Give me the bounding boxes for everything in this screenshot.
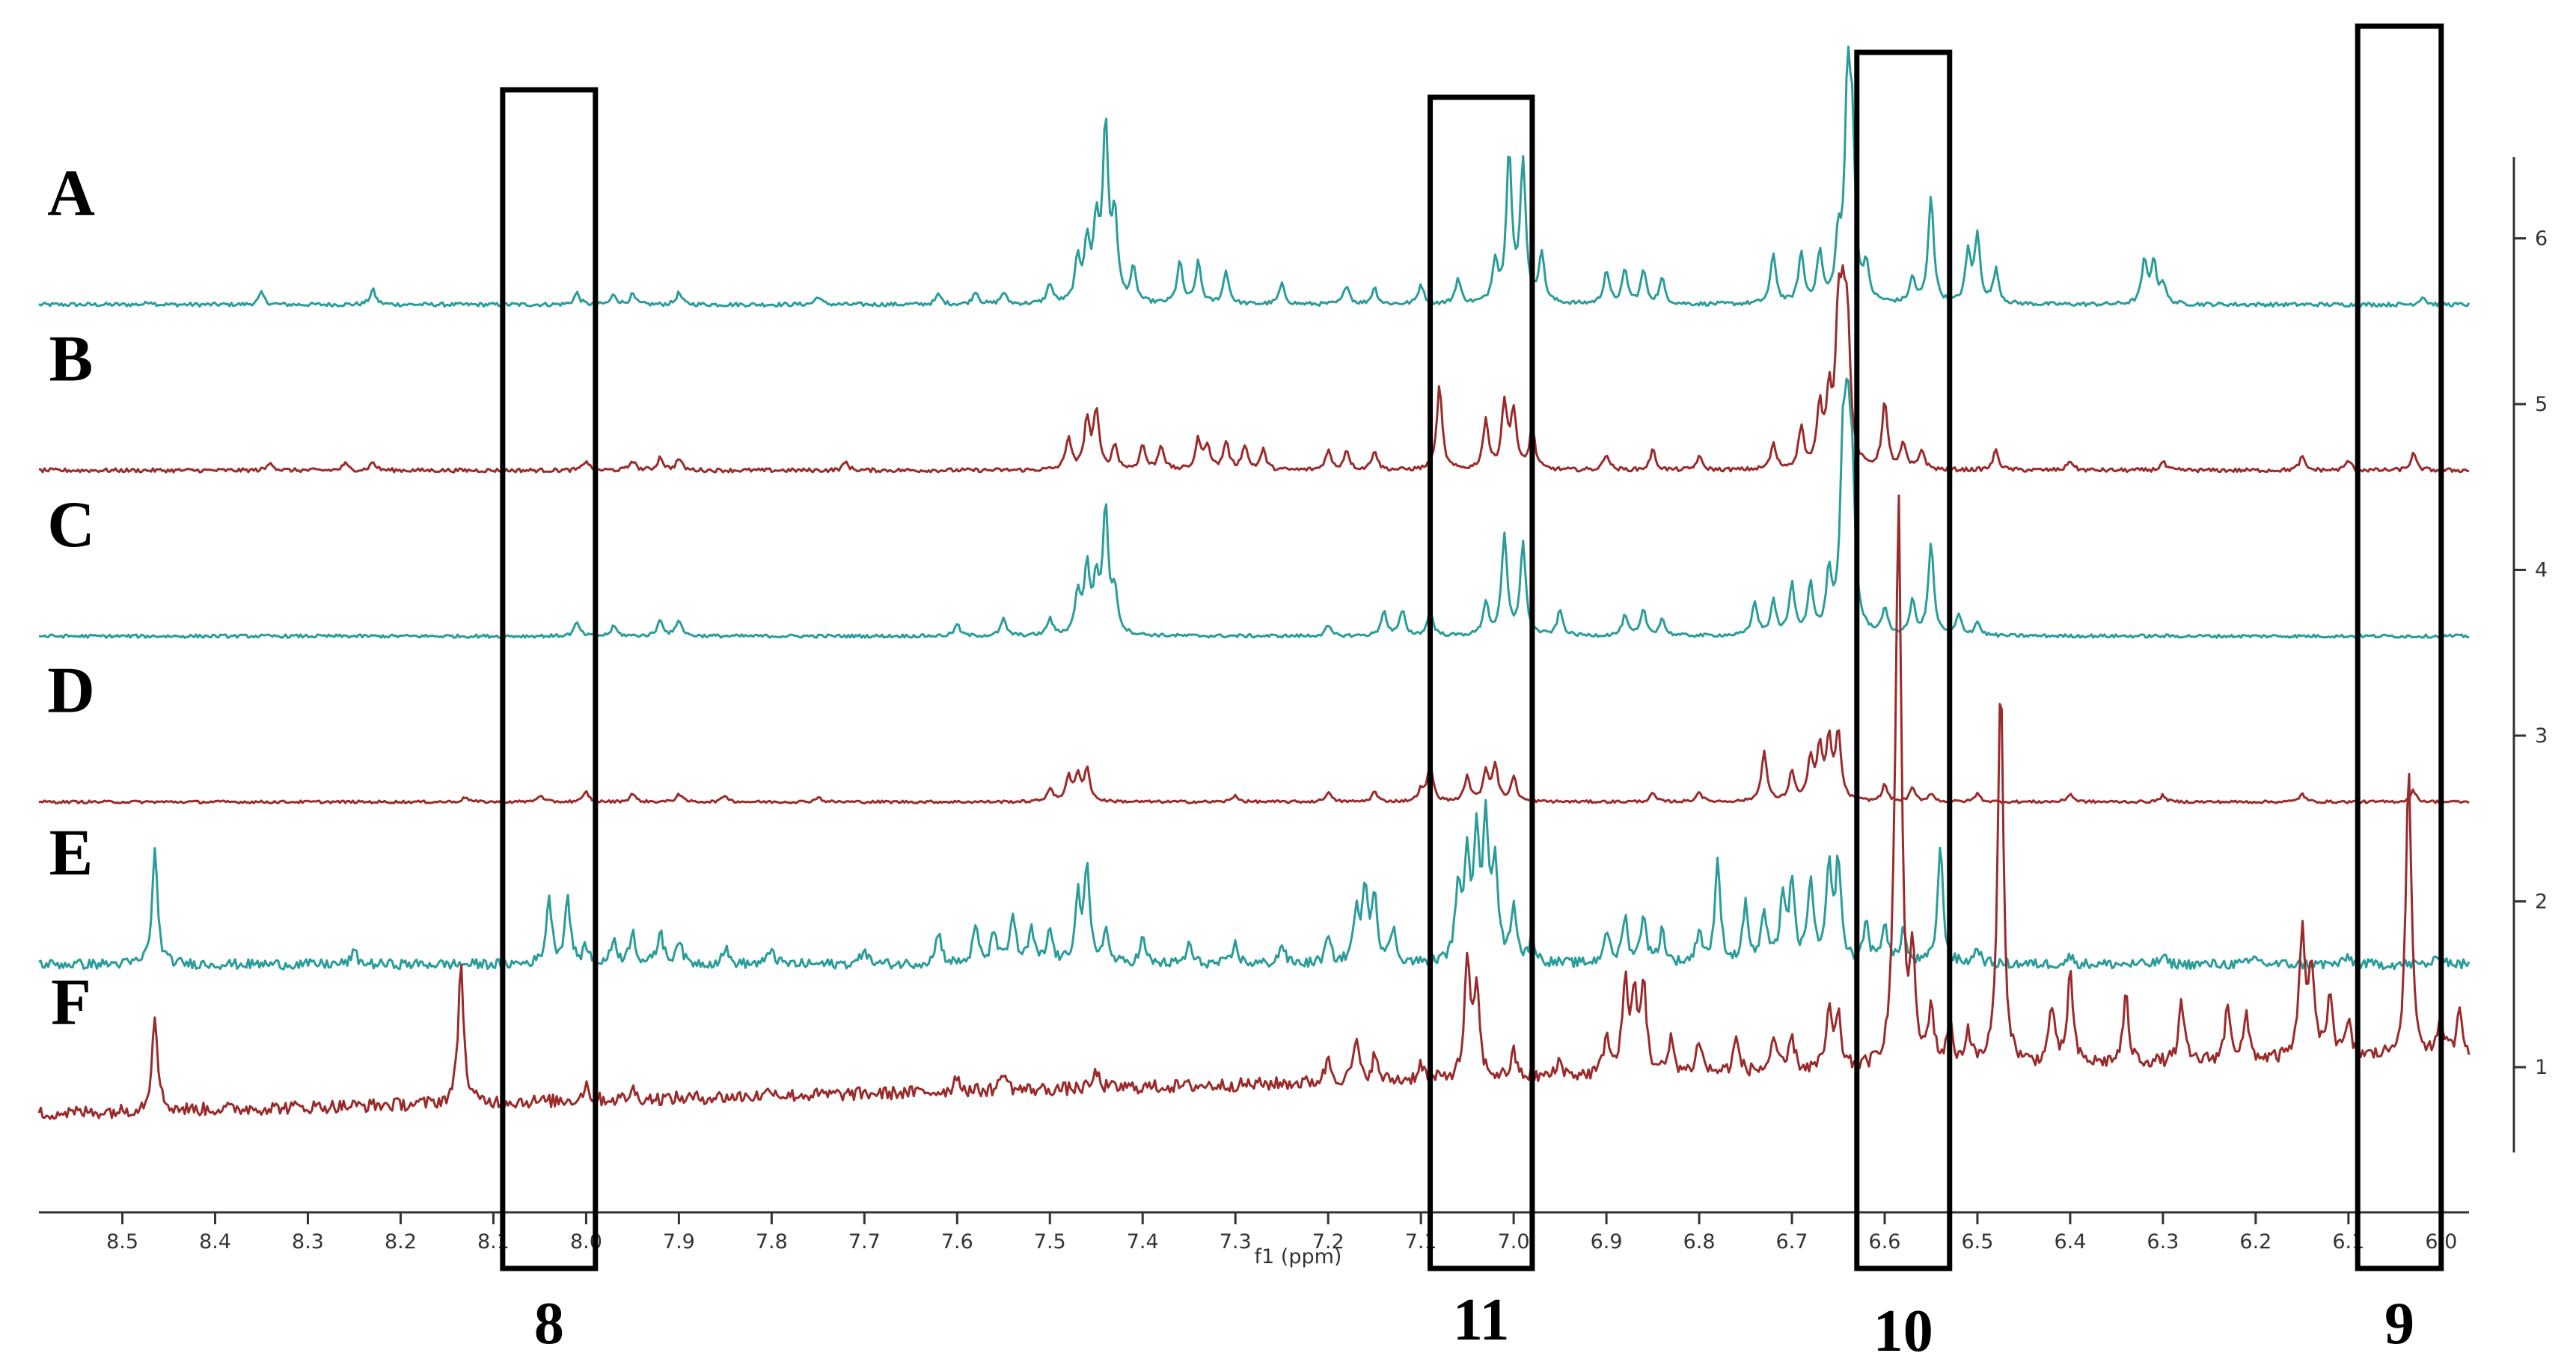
y-tick-label: 4 xyxy=(2535,559,2548,582)
x-tick-label: 7.4 xyxy=(1127,1230,1159,1253)
sample-label-a: A xyxy=(47,157,95,230)
x-tick-label: 8.3 xyxy=(292,1230,324,1253)
x-tick-label: 6.5 xyxy=(1961,1230,1993,1253)
x-tick-label: 7.3 xyxy=(1220,1230,1252,1253)
x-tick-label: 6.4 xyxy=(2054,1230,2086,1253)
y-tick-label: 5 xyxy=(2535,393,2548,416)
x-tick-label: 8.2 xyxy=(385,1230,417,1253)
spectrum-trace-c xyxy=(38,377,2470,639)
x-axis-title: f1 (ppm) xyxy=(1255,1245,1342,1268)
x-tick-label: 7.0 xyxy=(1498,1230,1530,1253)
region-label-9: 9 xyxy=(2384,1291,2414,1357)
region-label-10: 10 xyxy=(1873,1298,1933,1359)
x-tick-label: 7.6 xyxy=(941,1230,973,1253)
region-box-9 xyxy=(2355,23,2444,1271)
region-label-11: 11 xyxy=(1453,1287,1510,1353)
x-tick-label: 7.2 xyxy=(1312,1230,1344,1253)
sample-label-c: C xyxy=(47,489,95,561)
y-axis-ticks: 1 2 3 4 5 6 xyxy=(2514,227,2548,1079)
spectrum-trace-f xyxy=(37,494,2471,1120)
spectrum-traces xyxy=(37,45,2471,1120)
x-tick-label: 8.4 xyxy=(199,1230,231,1253)
spectrum-trace-a xyxy=(38,45,2471,308)
region-box-8 xyxy=(500,87,599,1271)
y-axis: 1 2 3 4 5 6 xyxy=(2512,157,2548,1152)
y-tick-label: 1 xyxy=(2535,1056,2548,1079)
x-tick-label: 6.3 xyxy=(2147,1230,2179,1253)
x-tick-label: 7.9 xyxy=(663,1230,695,1253)
sample-label-b: B xyxy=(49,323,94,396)
x-tick-label: 6.2 xyxy=(2239,1230,2271,1253)
y-tick-label: 6 xyxy=(2535,227,2548,251)
x-tick-label: 7.5 xyxy=(1034,1230,1066,1253)
highlight-regions: 8 11 10 9 xyxy=(500,23,2444,1359)
x-tick-label: 8.5 xyxy=(106,1230,138,1253)
spectrum-trace-e xyxy=(38,798,2471,971)
region-box-10 xyxy=(1854,49,1953,1271)
sample-labels: A B C D E F xyxy=(47,157,95,1039)
x-axis: 8.5 8.4 8.3 8.2 8.1 8.0 7.9 7.8 7.7 7.6 7.5 7.4 7.3 7… xyxy=(39,1211,2469,1268)
x-tick-label: 6.8 xyxy=(1683,1230,1716,1253)
sample-label-e: E xyxy=(49,817,94,890)
y-tick-label: 3 xyxy=(2535,724,2548,748)
x-tick-label: 7.7 xyxy=(848,1230,881,1253)
x-tick-label: 6.6 xyxy=(1869,1230,1901,1253)
sample-label-f: F xyxy=(51,966,91,1039)
x-tick-label: 7.8 xyxy=(756,1230,788,1253)
x-tick-label: 6.7 xyxy=(1776,1230,1808,1253)
sample-label-d: D xyxy=(47,655,95,727)
spectrum-trace-d xyxy=(38,729,2470,804)
region-box-11 xyxy=(1428,94,1535,1271)
y-tick-label: 2 xyxy=(2535,891,2548,914)
spectrum-trace-b xyxy=(38,264,2470,474)
x-tick-label: 6.9 xyxy=(1591,1230,1623,1253)
region-label-8: 8 xyxy=(534,1291,564,1357)
